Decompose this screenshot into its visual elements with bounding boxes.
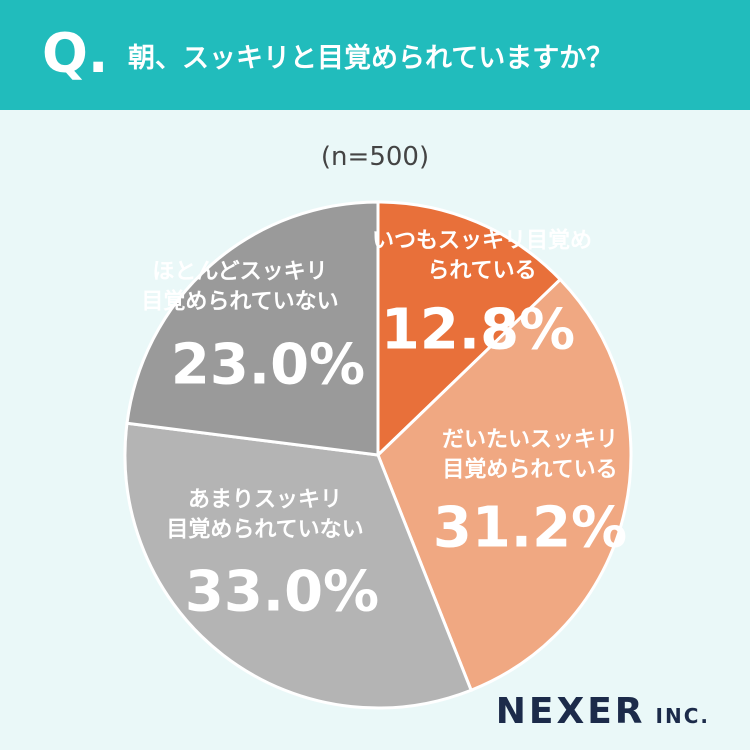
header-bar — [0, 0, 750, 110]
value-label: 12.8% — [380, 297, 576, 363]
pie-slice — [376, 200, 563, 459]
logo: NEXER INC. — [496, 691, 710, 732]
pie-slice — [376, 277, 633, 693]
slice-label: だいたいスッキリ 目覚められている — [441, 427, 619, 482]
value-label: 23.0% — [170, 332, 366, 398]
q-mark: Q. — [42, 22, 109, 85]
slice-label: あまりスッキリ 目覚められていない — [166, 487, 364, 542]
logo-suffix: INC. — [655, 704, 710, 728]
chart-title: 朝、スッキリと目覚められていますか？ — [128, 43, 614, 74]
pie-slice — [125, 200, 380, 457]
subtitle: (n=500) — [320, 142, 430, 172]
pie-slice — [123, 421, 474, 710]
logo-text: NEXER — [495, 691, 646, 732]
slice-label: ほとんどスッキリ 目覚められていない — [141, 259, 339, 314]
slice-label: いつもスッキリ目覚め られている — [371, 228, 593, 283]
value-label: 33.0% — [184, 559, 380, 625]
value-label: 31.2% — [432, 495, 628, 561]
